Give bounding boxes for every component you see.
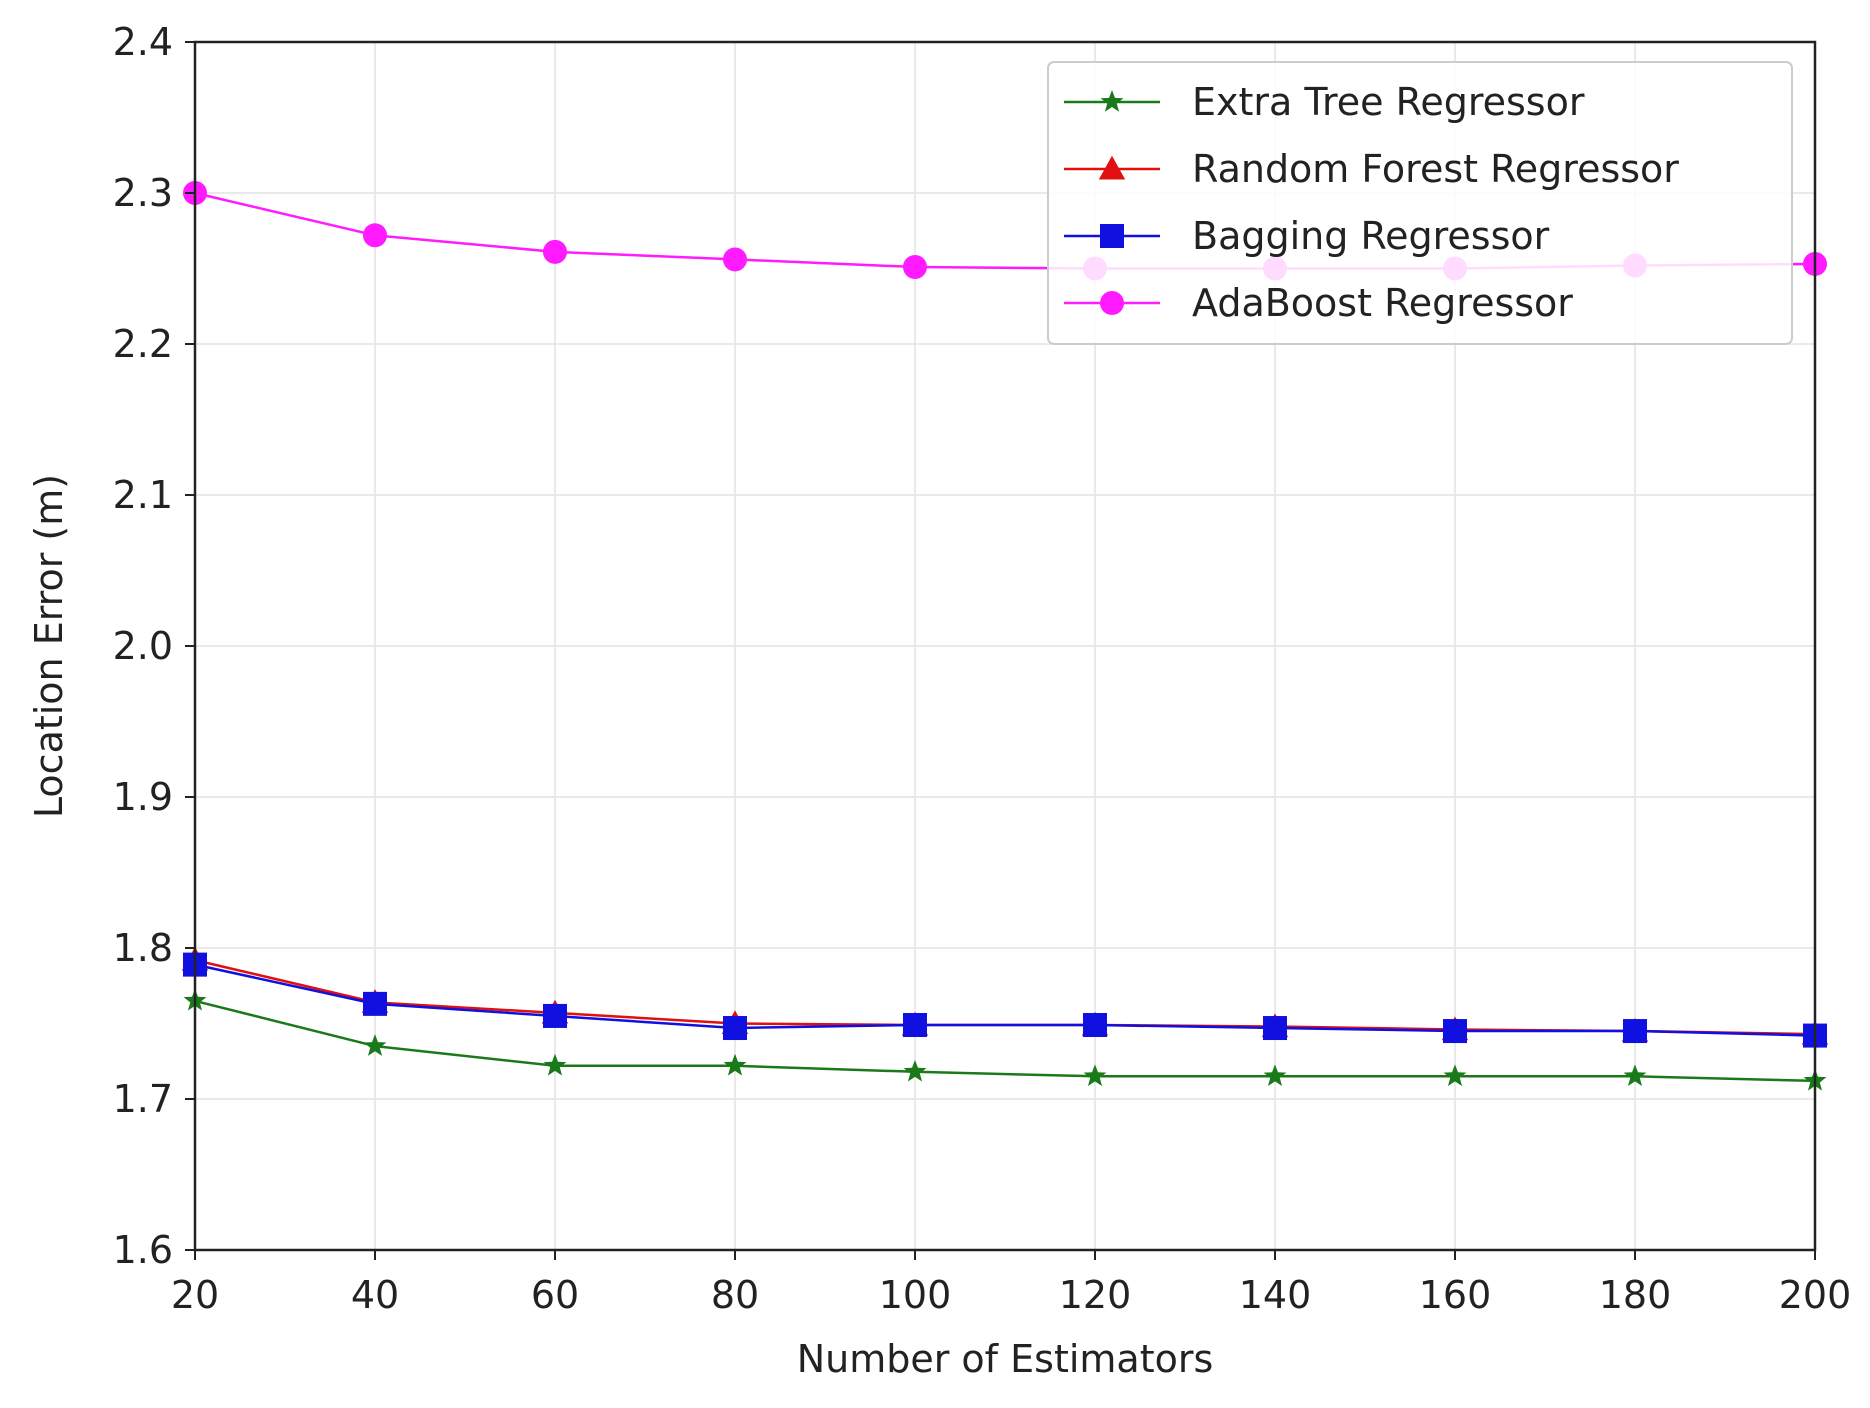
data-point [723, 1053, 747, 1076]
x-tick-label: 120 [1059, 1273, 1132, 1317]
y-tick-label: 1.6 [113, 1228, 173, 1272]
y-tick-label: 1.7 [113, 1077, 173, 1121]
data-point [723, 247, 747, 272]
data-point [1443, 1064, 1467, 1087]
data-point [363, 1034, 387, 1056]
data-point [543, 239, 567, 264]
legend-label: Random Forest Regressor [1192, 147, 1679, 191]
series-extra-tree-regressor [183, 988, 1827, 1091]
x-tick-label: 140 [1239, 1273, 1312, 1317]
legend-marker [1100, 90, 1124, 112]
x-tick-label: 100 [879, 1273, 952, 1317]
x-tick-label: 80 [711, 1273, 759, 1317]
y-tick-label: 2.4 [113, 20, 173, 64]
x-axis-title: Number of Estimators [797, 1337, 1214, 1381]
data-point [363, 223, 387, 248]
legend-label: AdaBoost Regressor [1192, 281, 1573, 325]
data-point [903, 1013, 927, 1038]
data-point [543, 1003, 567, 1028]
y-tick-label: 2.3 [113, 171, 173, 215]
y-tick-label: 2.1 [113, 473, 173, 517]
legend-item: Random Forest Regressor [1064, 147, 1679, 191]
data-point [1083, 1064, 1107, 1087]
data-point [723, 1016, 747, 1041]
x-tick-label: 180 [1599, 1273, 1672, 1317]
x-tick-label: 60 [531, 1273, 579, 1317]
series-line [194, 958, 1816, 1036]
y-axis-title: Location Error (m) [27, 474, 71, 818]
x-tick-label: 40 [351, 1273, 399, 1317]
y-tick-label: 1.8 [113, 926, 173, 970]
data-point [1263, 1016, 1287, 1041]
data-point [903, 1059, 927, 1082]
data-point [1623, 1019, 1647, 1044]
data-point [1443, 1019, 1467, 1044]
legend-marker [1098, 155, 1126, 180]
legend-item: Extra Tree Regressor [1064, 80, 1585, 124]
data-point [363, 991, 387, 1016]
data-point [1083, 1013, 1107, 1038]
data-point [903, 254, 927, 279]
legend-item: Bagging Regressor [1064, 214, 1550, 258]
x-tick-label: 160 [1419, 1273, 1492, 1317]
legend-box [1047, 61, 1793, 345]
data-point [543, 1053, 567, 1076]
data-point [1263, 1064, 1287, 1087]
y-tick-label: 2.2 [113, 322, 173, 366]
series-line [194, 999, 1816, 1083]
legend-label: Bagging Regressor [1192, 214, 1550, 258]
legend-label: Extra Tree Regressor [1192, 80, 1585, 124]
series-line [194, 963, 1816, 1037]
series-bagging-regressor [183, 952, 1827, 1048]
axis-ticks: 20 40 60 80 100 120 140 160 180 200 1.6 1.7 1.8 1.9 2.… [113, 20, 1852, 1317]
legend: Extra Tree Regressor Random Forest Regres… [1047, 61, 1793, 345]
x-tick-label: 200 [1779, 1273, 1852, 1317]
y-tick-label: 1.9 [113, 775, 173, 819]
legend-item: AdaBoost Regressor [1064, 281, 1573, 325]
legend-marker [1100, 224, 1124, 248]
legend-marker [1100, 291, 1124, 315]
y-tick-label: 2.0 [113, 624, 173, 668]
data-point [1623, 1064, 1647, 1087]
x-tick-label: 20 [171, 1273, 219, 1317]
